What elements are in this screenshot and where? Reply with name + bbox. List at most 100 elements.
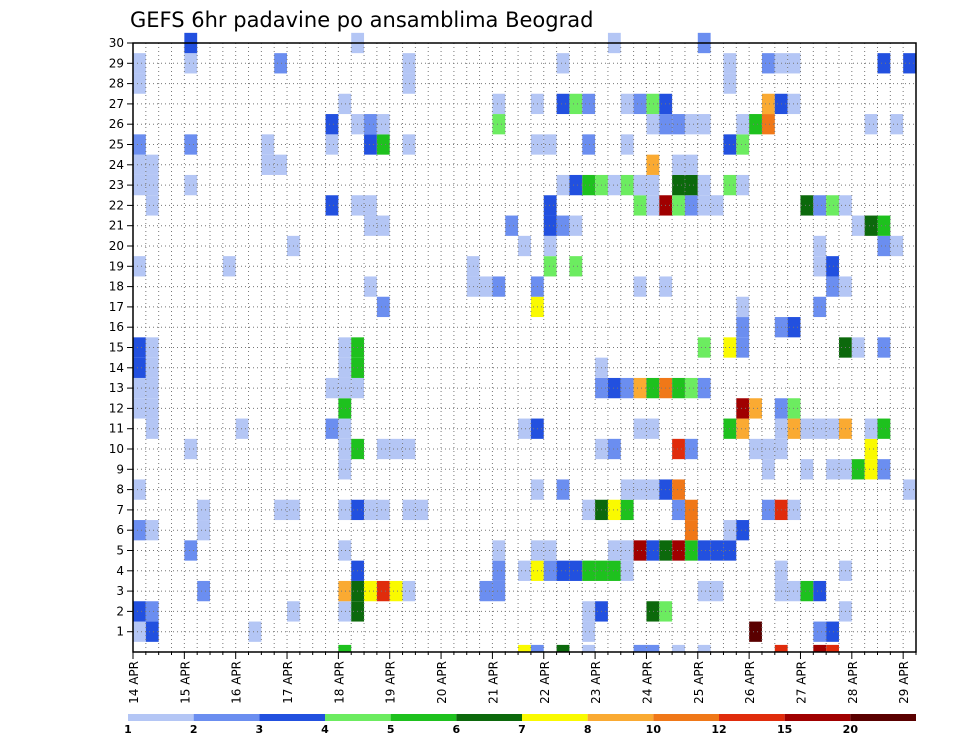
precip-cell — [787, 398, 801, 419]
precip-cell — [492, 560, 506, 581]
precip-cell — [851, 215, 865, 236]
precip-cell — [235, 418, 249, 439]
precip-cell — [364, 215, 377, 236]
precip-cell — [672, 438, 685, 460]
precip-cell — [890, 114, 904, 135]
precip-cell — [389, 438, 403, 460]
precip-cell — [145, 377, 159, 399]
precip-cell — [543, 134, 557, 155]
x-tick-label: 25 APR — [692, 661, 706, 704]
x-tick-label: 19 APR — [384, 661, 398, 704]
precip-cell — [787, 93, 801, 115]
precip-cell — [338, 398, 352, 419]
x-tick-label: 28 APR — [846, 661, 860, 704]
x-tick-label: 20 APR — [435, 661, 449, 704]
precip-cell — [582, 174, 596, 196]
precip-cell — [145, 418, 159, 439]
precip-cell — [492, 540, 506, 561]
precip-cell — [620, 174, 634, 196]
y-tick-label: 8 — [116, 483, 124, 497]
y-tick-label: 19 — [109, 259, 124, 273]
y-tick-label: 30 — [109, 36, 124, 50]
x-tick-label: 22 APR — [538, 661, 552, 704]
precip-cell — [684, 540, 698, 561]
precip-cell — [325, 418, 339, 439]
precip-cell — [877, 418, 891, 439]
precip-cell — [684, 154, 698, 175]
y-tick-label: 26 — [109, 117, 124, 131]
precip-cell — [633, 540, 647, 561]
y-tick-label: 5 — [116, 544, 124, 558]
precip-cell — [633, 93, 647, 115]
legend-swatch — [653, 714, 719, 721]
precip-cell — [646, 418, 660, 439]
legend-label: 4 — [321, 723, 329, 736]
y-tick-label: 20 — [109, 239, 124, 253]
x-tick-label: 15 APR — [178, 661, 192, 704]
precip-cell — [338, 337, 352, 358]
precip-cell — [582, 134, 596, 155]
precip-cell — [518, 560, 531, 581]
precip-cell — [672, 114, 685, 135]
legend-label: 12 — [711, 723, 726, 736]
precip-cell — [620, 479, 634, 500]
precip-cell — [787, 418, 801, 439]
precip-cell — [761, 438, 775, 460]
precip-cell — [145, 174, 159, 196]
y-tick-label: 18 — [109, 280, 124, 294]
precip-cell — [133, 337, 146, 358]
y-axis-ensemble-members: 1234567891011121314151617181920212223242… — [109, 36, 133, 639]
precip-cell — [338, 357, 352, 378]
precip-cell — [787, 53, 801, 74]
y-tick-label: 22 — [109, 198, 124, 212]
x-tick-label: 14 APR — [127, 661, 141, 704]
precip-cell — [684, 195, 698, 216]
legend-swatch — [850, 714, 916, 721]
precip-edge-mark — [646, 644, 660, 652]
y-tick-label: 10 — [109, 442, 124, 456]
precip-cell — [813, 418, 827, 439]
precip-cell — [376, 499, 390, 521]
precip-cell — [376, 134, 390, 155]
precip-cell — [800, 459, 814, 480]
precip-cell — [684, 438, 698, 460]
precip-cell — [338, 540, 352, 561]
precip-cell — [620, 540, 634, 561]
precip-cell — [851, 459, 865, 480]
precip-cell — [389, 580, 403, 602]
precip-cell — [736, 134, 750, 155]
x-tick-label: 29 APR — [897, 661, 911, 704]
x-axis-dates: 14 APR 15 APR 16 APR 17 APR 18 APR 19 APR 20 A… — [127, 652, 917, 704]
legend-swatch — [784, 714, 851, 721]
precip-cell — [877, 53, 891, 74]
precip-cell — [184, 134, 198, 155]
precip-cell — [543, 540, 557, 561]
precip-cell — [646, 601, 660, 622]
precip-cell — [376, 296, 390, 318]
precip-cell — [261, 134, 275, 155]
precip-cell — [684, 520, 698, 541]
y-tick-label: 9 — [116, 462, 124, 476]
precip-cell — [197, 580, 211, 602]
precip-cell — [620, 377, 634, 399]
precip-cell — [518, 418, 531, 439]
precip-cell — [697, 540, 711, 561]
precip-cell — [338, 459, 352, 480]
precip-cell — [646, 114, 660, 135]
legend-swatch — [325, 714, 391, 721]
precip-cell — [133, 73, 146, 94]
precip-cell — [761, 459, 775, 480]
precip-cell — [402, 499, 416, 521]
y-tick-label: 24 — [109, 158, 124, 172]
precip-cell — [582, 621, 596, 642]
precip-cell — [556, 53, 570, 74]
precip-cell — [133, 520, 146, 541]
precip-cell — [376, 114, 390, 135]
legend-label: 15 — [777, 723, 792, 736]
legend-swatch — [719, 714, 785, 721]
y-tick-label: 3 — [116, 584, 124, 598]
x-tick-label: 16 APR — [230, 661, 244, 704]
precip-cell — [402, 438, 416, 460]
precip-cell — [492, 114, 506, 135]
